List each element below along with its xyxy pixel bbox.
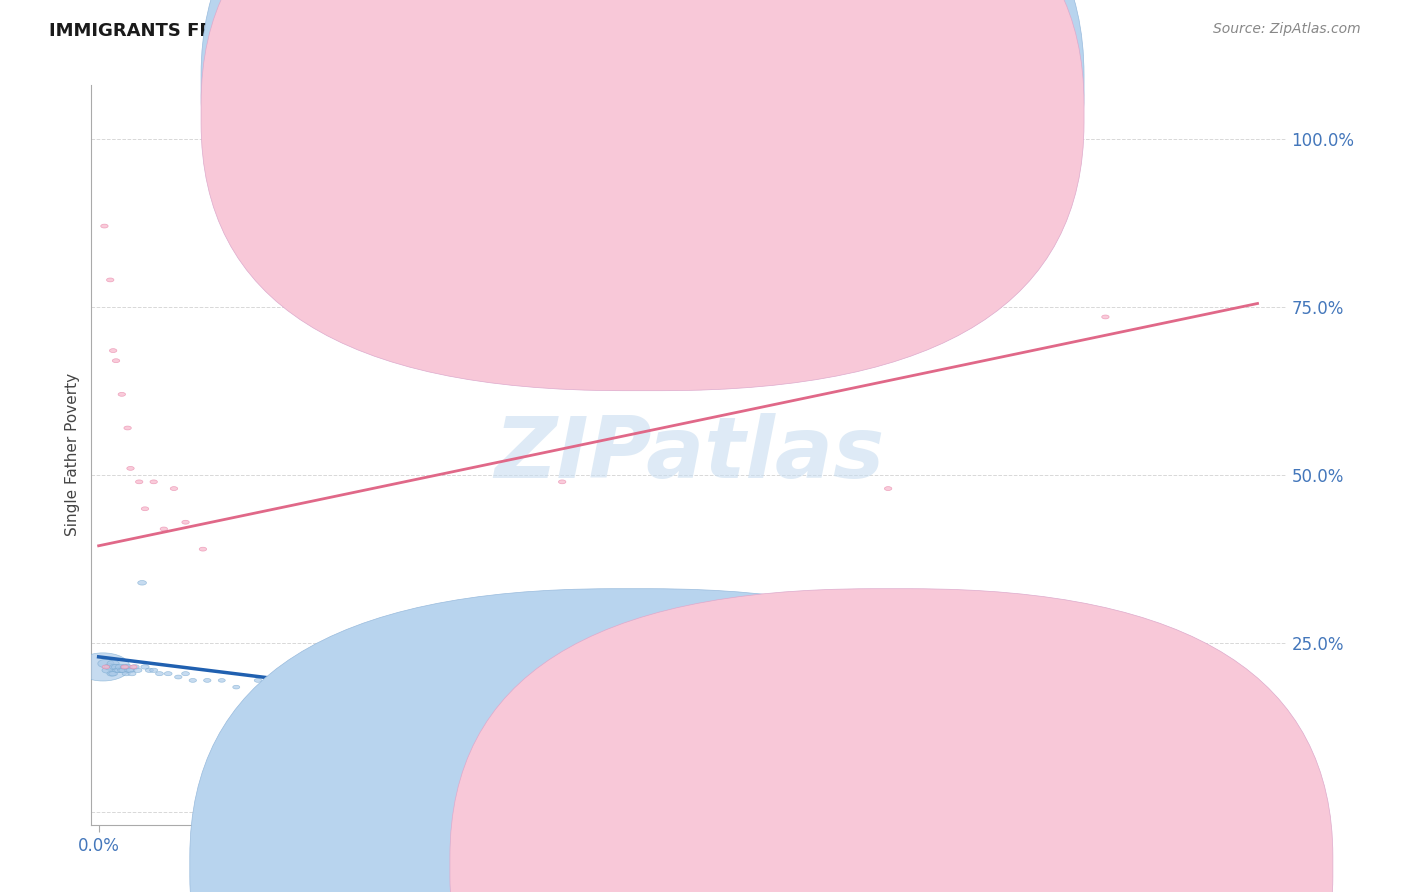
Ellipse shape (120, 668, 128, 673)
Ellipse shape (884, 487, 891, 491)
Ellipse shape (558, 480, 565, 483)
Ellipse shape (110, 665, 120, 670)
Ellipse shape (135, 480, 143, 483)
Ellipse shape (1102, 315, 1109, 318)
Text: N =: N = (793, 76, 845, 94)
Ellipse shape (103, 667, 112, 673)
Ellipse shape (283, 675, 291, 679)
Ellipse shape (129, 665, 138, 669)
Ellipse shape (218, 679, 225, 682)
Ellipse shape (127, 467, 134, 470)
Y-axis label: Single Father Poverty: Single Father Poverty (65, 374, 80, 536)
Ellipse shape (107, 278, 114, 282)
Text: Immigrants from Europe: Immigrants from Europe (658, 858, 855, 872)
Text: R =: R = (673, 104, 713, 122)
Ellipse shape (544, 712, 551, 716)
Ellipse shape (121, 665, 128, 669)
Text: IMMIGRANTS FROM EUROPE VS PAIUTE SINGLE FATHER POVERTY CORRELATION CHART: IMMIGRANTS FROM EUROPE VS PAIUTE SINGLE … (49, 22, 927, 40)
Text: Source: ZipAtlas.com: Source: ZipAtlas.com (1213, 22, 1361, 37)
Text: 20: 20 (839, 104, 865, 122)
Ellipse shape (112, 668, 122, 673)
Ellipse shape (114, 668, 124, 673)
Ellipse shape (127, 668, 135, 673)
Ellipse shape (122, 672, 131, 676)
Text: 39: 39 (839, 76, 865, 94)
Ellipse shape (170, 487, 177, 491)
Ellipse shape (108, 672, 118, 676)
Text: ZIPatlas: ZIPatlas (494, 413, 884, 497)
Ellipse shape (124, 426, 131, 430)
Ellipse shape (107, 660, 120, 666)
Ellipse shape (115, 665, 125, 670)
Ellipse shape (118, 392, 125, 396)
Ellipse shape (150, 480, 157, 483)
Text: -0.412: -0.412 (713, 76, 778, 94)
Ellipse shape (107, 671, 117, 676)
Ellipse shape (233, 685, 240, 689)
Text: R =: R = (673, 76, 713, 94)
Ellipse shape (111, 665, 121, 669)
Ellipse shape (104, 664, 117, 670)
Ellipse shape (112, 359, 120, 363)
Ellipse shape (160, 527, 167, 531)
Ellipse shape (101, 224, 108, 228)
Ellipse shape (776, 712, 783, 716)
Ellipse shape (125, 668, 134, 673)
Ellipse shape (149, 668, 157, 673)
Ellipse shape (204, 679, 211, 682)
Ellipse shape (121, 665, 129, 669)
Text: 0.326: 0.326 (713, 104, 776, 122)
Ellipse shape (200, 547, 207, 551)
Ellipse shape (156, 672, 163, 676)
Ellipse shape (110, 349, 117, 352)
Ellipse shape (141, 507, 149, 511)
Ellipse shape (122, 665, 132, 669)
Ellipse shape (254, 679, 262, 682)
Ellipse shape (131, 665, 139, 669)
Ellipse shape (138, 581, 146, 585)
Ellipse shape (128, 672, 136, 676)
Ellipse shape (181, 672, 190, 676)
Ellipse shape (174, 675, 181, 679)
Text: Paiute: Paiute (918, 858, 967, 872)
Text: N =: N = (793, 104, 845, 122)
Ellipse shape (188, 679, 197, 682)
Ellipse shape (312, 698, 319, 702)
Ellipse shape (141, 665, 149, 669)
Ellipse shape (76, 653, 129, 681)
Ellipse shape (181, 520, 190, 524)
Ellipse shape (134, 668, 142, 673)
Ellipse shape (165, 672, 172, 676)
Ellipse shape (98, 659, 114, 668)
Ellipse shape (118, 668, 127, 673)
Ellipse shape (145, 668, 153, 673)
Ellipse shape (103, 665, 110, 669)
